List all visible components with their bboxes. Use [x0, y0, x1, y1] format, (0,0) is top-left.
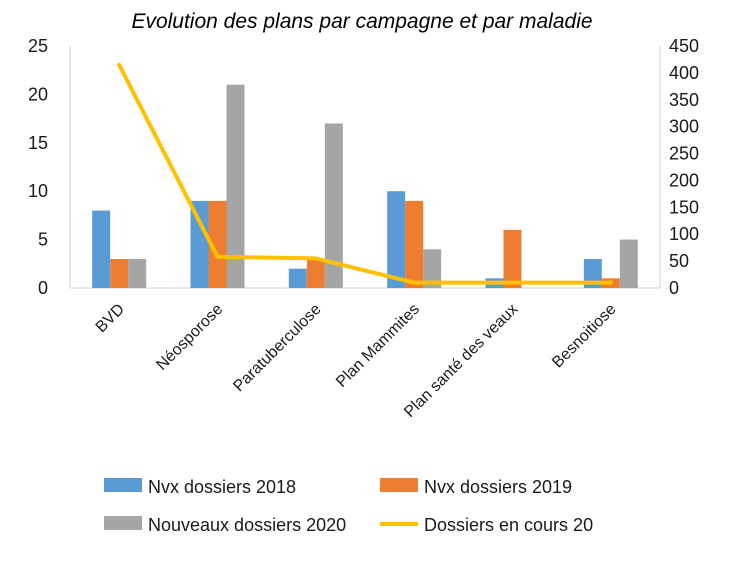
legend-swatch [104, 478, 142, 492]
category-label: Plan santé des veaux [401, 301, 521, 421]
bar-nvx-dossiers-2019 [110, 258, 129, 288]
bar-nvx-dossiers-2019 [405, 200, 424, 288]
bar-nvx-dossiers-2019 [306, 258, 325, 288]
y-right-tick-label: 250 [669, 144, 699, 164]
bars [92, 84, 638, 288]
category-label: Besnoitiose [549, 301, 620, 372]
bar-nouveaux-dossiers-2020 [619, 239, 638, 288]
y-right-tick-label: 350 [669, 90, 699, 110]
y-left-tick-label: 0 [38, 278, 48, 298]
legend-label: Nvx dossiers 2019 [424, 477, 572, 497]
bar-nvx-dossiers-2018 [92, 210, 111, 288]
legend-swatch [104, 516, 142, 530]
legend-label: Nouveaux dossiers 2020 [148, 515, 346, 535]
y-right-tick-label: 0 [669, 278, 679, 298]
category-label: Néosporose [153, 301, 226, 374]
line-dossiers-en-cours [117, 62, 613, 285]
bar-nvx-dossiers-2018 [190, 200, 209, 288]
legend: Nvx dossiers 2018 Nvx dossiers 2019 Nouvea… [104, 477, 593, 535]
bar-nvx-dossiers-2019 [208, 200, 227, 288]
category-labels: BVD Néosporose Paratuberculose Plan Mammite… [93, 301, 620, 421]
category-label: BVD [93, 301, 128, 336]
y-right-tick-label: 200 [669, 170, 699, 190]
y-right-tick-label: 300 [669, 117, 699, 137]
y-right-tick-label: 450 [669, 36, 699, 56]
y-right-tick-label: 400 [669, 63, 699, 83]
category-label: Paratuberculose [230, 301, 324, 395]
bar-nouveaux-dossiers-2020 [324, 123, 343, 288]
bar-nouveaux-dossiers-2020 [128, 258, 147, 288]
y-left-tick-label: 20 [28, 84, 48, 104]
legend-label: Nvx dossiers 2018 [148, 477, 296, 497]
line-series [117, 62, 613, 285]
y-left-tick-label: 10 [28, 181, 48, 201]
bar-nvx-dossiers-2019 [503, 229, 522, 288]
bar-nvx-dossiers-2018 [387, 191, 406, 288]
legend-label: Dossiers en cours 20 [424, 515, 593, 535]
bar-nouveaux-dossiers-2020 [226, 84, 245, 288]
y-right-tick-label: 50 [669, 251, 689, 271]
y-left-tick-label: 25 [28, 36, 48, 56]
category-label: Plan Mammites [333, 301, 423, 391]
y-right-tick-label: 150 [669, 197, 699, 217]
chart-title: Evolution des plans par campagne et par … [131, 10, 592, 33]
y-left-tick-label: 5 [38, 230, 48, 250]
legend-swatch [380, 478, 418, 492]
y-right-tick-label: 100 [669, 224, 699, 244]
y-left-tick-label: 15 [28, 133, 48, 153]
bar-nouveaux-dossiers-2020 [423, 249, 442, 288]
bar-nvx-dossiers-2018 [288, 268, 307, 288]
